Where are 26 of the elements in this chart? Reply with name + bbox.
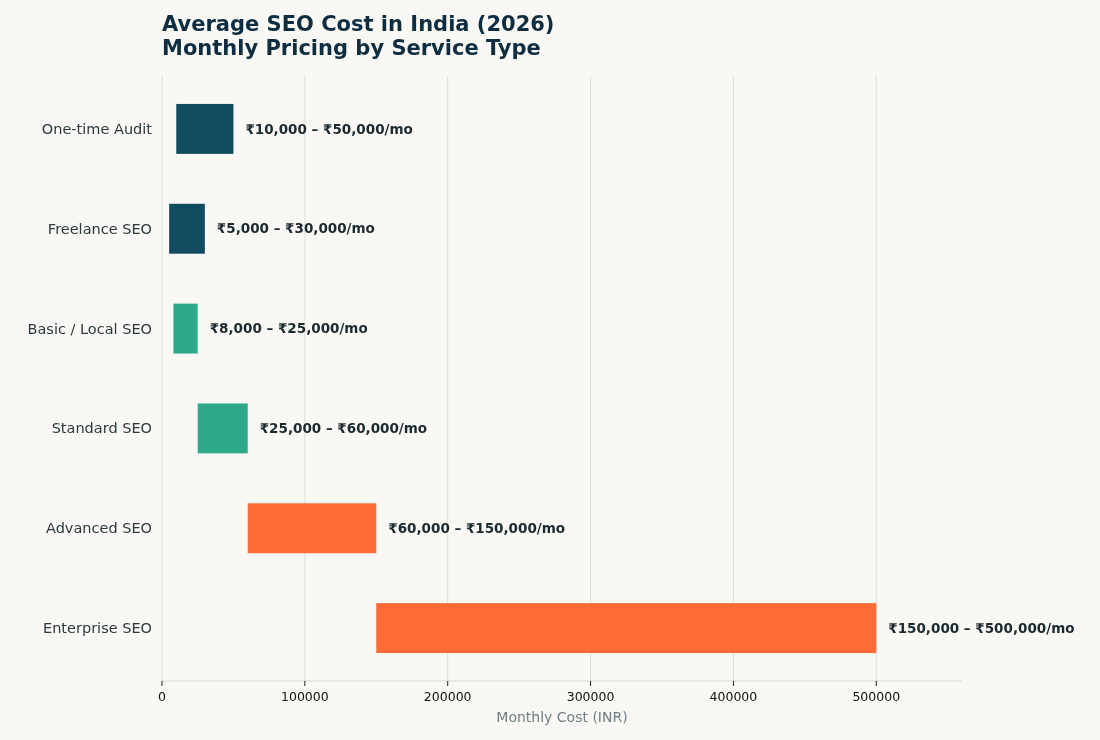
y-tick-label: Standard SEO (51, 420, 152, 437)
bar (173, 303, 198, 354)
x-tick-label: 0 (158, 689, 167, 704)
data-label: ₹150,000 – ₹500,000/mo (888, 619, 1075, 636)
chart-title: Average SEO Cost in India (2026) Monthly Pricing by Service Type (162, 12, 555, 60)
y-tick-label: Basic / Local SEO (27, 320, 152, 337)
y-tick-label: Freelance SEO (47, 220, 152, 237)
y-tick-label: Advanced SEO (45, 520, 152, 537)
bar (169, 203, 205, 254)
x-axis-title: Monthly Cost (INR) (496, 709, 628, 725)
x-tick-label: 400000 (709, 689, 758, 704)
x-tick-label: 300000 (566, 689, 615, 704)
y-tick-label: Enterprise SEO (43, 620, 152, 637)
bar (176, 103, 234, 154)
bar (247, 503, 377, 554)
data-label: ₹25,000 – ₹60,000/mo (259, 420, 428, 437)
data-label: ₹60,000 – ₹150,000/mo (388, 519, 566, 536)
data-label: ₹10,000 – ₹50,000/mo (245, 120, 413, 137)
data-label: ₹5,000 – ₹30,000/mo (216, 220, 375, 237)
bar (197, 403, 248, 454)
x-tick-label: 200000 (423, 689, 472, 704)
x-tick-label: 500000 (852, 689, 901, 704)
x-tick-label: 100000 (281, 689, 329, 704)
y-tick-label: One-time Audit (41, 120, 153, 137)
bar (376, 603, 877, 654)
data-label: ₹8,000 – ₹25,000/mo (209, 320, 368, 337)
